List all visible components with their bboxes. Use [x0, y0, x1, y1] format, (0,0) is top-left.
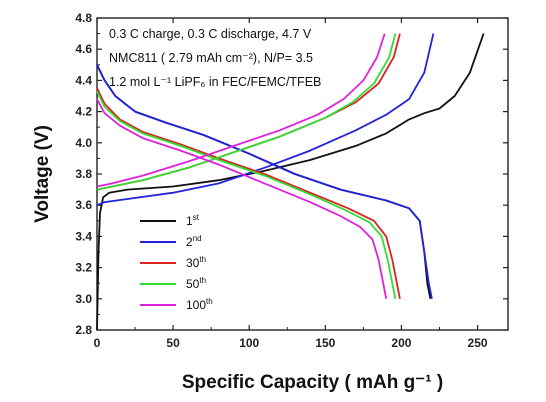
legend-50th-label: 50th: [186, 276, 206, 291]
x-tick-label: 250: [468, 336, 488, 350]
series-2nd-discharge-line: [96, 64, 433, 299]
legend-2nd-label: 2nd: [186, 234, 202, 249]
y-tick-label: 3.4: [75, 229, 92, 243]
series-50th-charge-line: [96, 33, 397, 191]
x-tick-label: 50: [166, 336, 180, 350]
series-100th-discharge-line: [96, 98, 388, 299]
annotation-line-3: 1.2 mol L⁻¹ LiPF₆ in FEC/FEMC/TFEB: [109, 75, 321, 89]
y-tick-label: 4.8: [75, 11, 92, 25]
x-tick-label: 150: [315, 336, 335, 350]
x-axis-title: Specific Capacity ( mAh g⁻¹ ): [182, 372, 443, 393]
axes-layer: 2.8 3.0 3.2 3.4 3.6 3.8 4.0 4.2 4.4 4.6 4.8 0 50 100 1…: [32, 11, 509, 393]
x-tick-label: 200: [391, 336, 411, 350]
series-100th-charge-line: [96, 33, 386, 188]
y-tick-label: 3.6: [75, 198, 92, 212]
y-tick-label: 4.0: [75, 136, 92, 150]
y-tick-label: 3.8: [75, 167, 92, 181]
series-1st-charge-line: [96, 33, 485, 331]
legend-100th-label: 100th: [186, 297, 213, 312]
series-30th-discharge-line: [96, 87, 401, 299]
series-50th-discharge-line: [96, 90, 397, 299]
x-tick-label: 100: [239, 336, 259, 350]
legend-30th-label: 30th: [186, 255, 206, 270]
legend-1st-label: 1st: [186, 213, 200, 228]
annotation-line-1: 0.3 C charge, 0.3 C discharge, 4.7 V: [109, 27, 312, 41]
annotation-line-2: NMC811 ( 2.79 mAh cm⁻²), N/P= 3.5: [109, 51, 313, 65]
y-tick-label: 2.8: [75, 323, 92, 337]
annotation-layer: 0.3 C charge, 0.3 C discharge, 4.7 V NMC8…: [109, 27, 321, 89]
y-tick-label: 3.0: [75, 292, 92, 306]
series-layer: [96, 33, 485, 331]
y-tick-label: 4.6: [75, 42, 92, 56]
y-tick-label: 3.2: [75, 261, 92, 275]
y-tick-label: 4.4: [75, 73, 92, 87]
y-tick-label: 4.2: [75, 105, 92, 119]
series-2nd-charge-line: [96, 33, 435, 207]
x-tick-label: 0: [94, 336, 101, 350]
legend: 1st 2nd 30th 50th 100th: [140, 213, 213, 312]
y-axis-title: Voltage (V): [32, 125, 53, 223]
